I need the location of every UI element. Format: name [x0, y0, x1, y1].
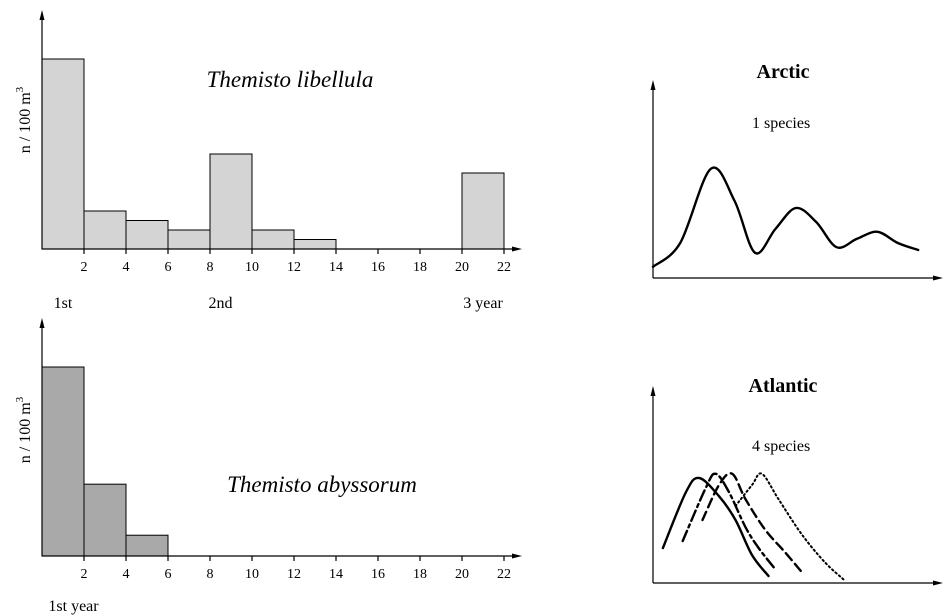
x-tick-label: 16 [371, 567, 385, 582]
x-tick-label: 14 [329, 260, 343, 275]
histogram-bar [83, 210, 127, 250]
x-tick-label: 8 [207, 567, 214, 582]
series-line-solid [651, 166, 920, 268]
age-label: 2nd [209, 295, 233, 312]
y-axis-label: n / 100 m3 [14, 396, 34, 463]
chart-title: Arctic [757, 61, 810, 83]
x-axis-arrow [512, 246, 522, 252]
chart-title: Themisto abyssorum [227, 472, 417, 497]
abyssorum-histogram: 2 4 6 8 10 12 14 16 18 20 22 Themisto abyssorum n / … [14, 318, 522, 615]
x-tick-label: 6 [165, 567, 172, 582]
species-annotation: 1 species [752, 115, 810, 132]
y-axis-arrow [39, 10, 45, 20]
series-line-dashdot [681, 472, 777, 571]
x-tick-label: 10 [245, 260, 259, 275]
histogram-bar [41, 58, 85, 250]
age-label: 3 year [463, 295, 503, 312]
series-line-dotted [734, 472, 846, 582]
y-axis-arrow [39, 318, 45, 328]
histogram-bar [83, 483, 127, 557]
histogram-bar [125, 534, 169, 557]
x-axis-arrow [933, 580, 943, 586]
x-tick-label: 20 [455, 260, 469, 275]
x-tick-label: 12 [287, 567, 301, 582]
y-axis-label: n / 100 m3 [14, 86, 34, 153]
x-tick-label: 8 [207, 260, 214, 275]
histogram-bar [209, 153, 253, 250]
series-line-solid [661, 476, 770, 578]
x-tick-label: 18 [413, 567, 427, 582]
x-axis-arrow [933, 275, 943, 281]
histogram-bar [461, 172, 505, 250]
histogram-bar [125, 220, 169, 250]
x-tick-label: 10 [245, 567, 259, 582]
atlantic-schematic: Atlantic 4 species [650, 375, 943, 586]
age-label: 1st year [48, 598, 99, 615]
histogram-bar [293, 239, 337, 250]
y-axis-arrow [650, 80, 656, 90]
y-axis-arrow [650, 386, 656, 396]
chart-title: Themisto libellula [207, 67, 374, 92]
chart-title: Atlantic [749, 375, 818, 397]
histogram-bar [167, 229, 211, 250]
libellula-histogram: 2 4 6 8 10 12 14 16 18 20 22 Themisto libellula n / … [14, 10, 522, 312]
x-tick-label: 12 [287, 260, 301, 275]
histogram-bar [251, 229, 295, 250]
x-tick-label: 14 [329, 567, 343, 582]
x-tick-label: 4 [123, 567, 130, 582]
x-tick-label: 18 [413, 260, 427, 275]
x-tick-label: 22 [497, 567, 511, 582]
histogram-bar [41, 366, 85, 557]
x-tick-label: 16 [371, 260, 385, 275]
x-tick-label: 6 [165, 260, 172, 275]
x-tick-label: 2 [81, 260, 88, 275]
x-tick-label: 22 [497, 260, 511, 275]
arctic-schematic: Arctic 1 species [650, 61, 943, 281]
x-tick-label: 2 [81, 567, 88, 582]
age-label: 1st [54, 295, 73, 312]
x-tick-label: 20 [455, 567, 469, 582]
x-tick-label: 4 [123, 260, 130, 275]
series-line-dashed [701, 472, 803, 573]
x-axis-arrow [512, 553, 522, 559]
species-annotation: 4 species [752, 438, 810, 455]
